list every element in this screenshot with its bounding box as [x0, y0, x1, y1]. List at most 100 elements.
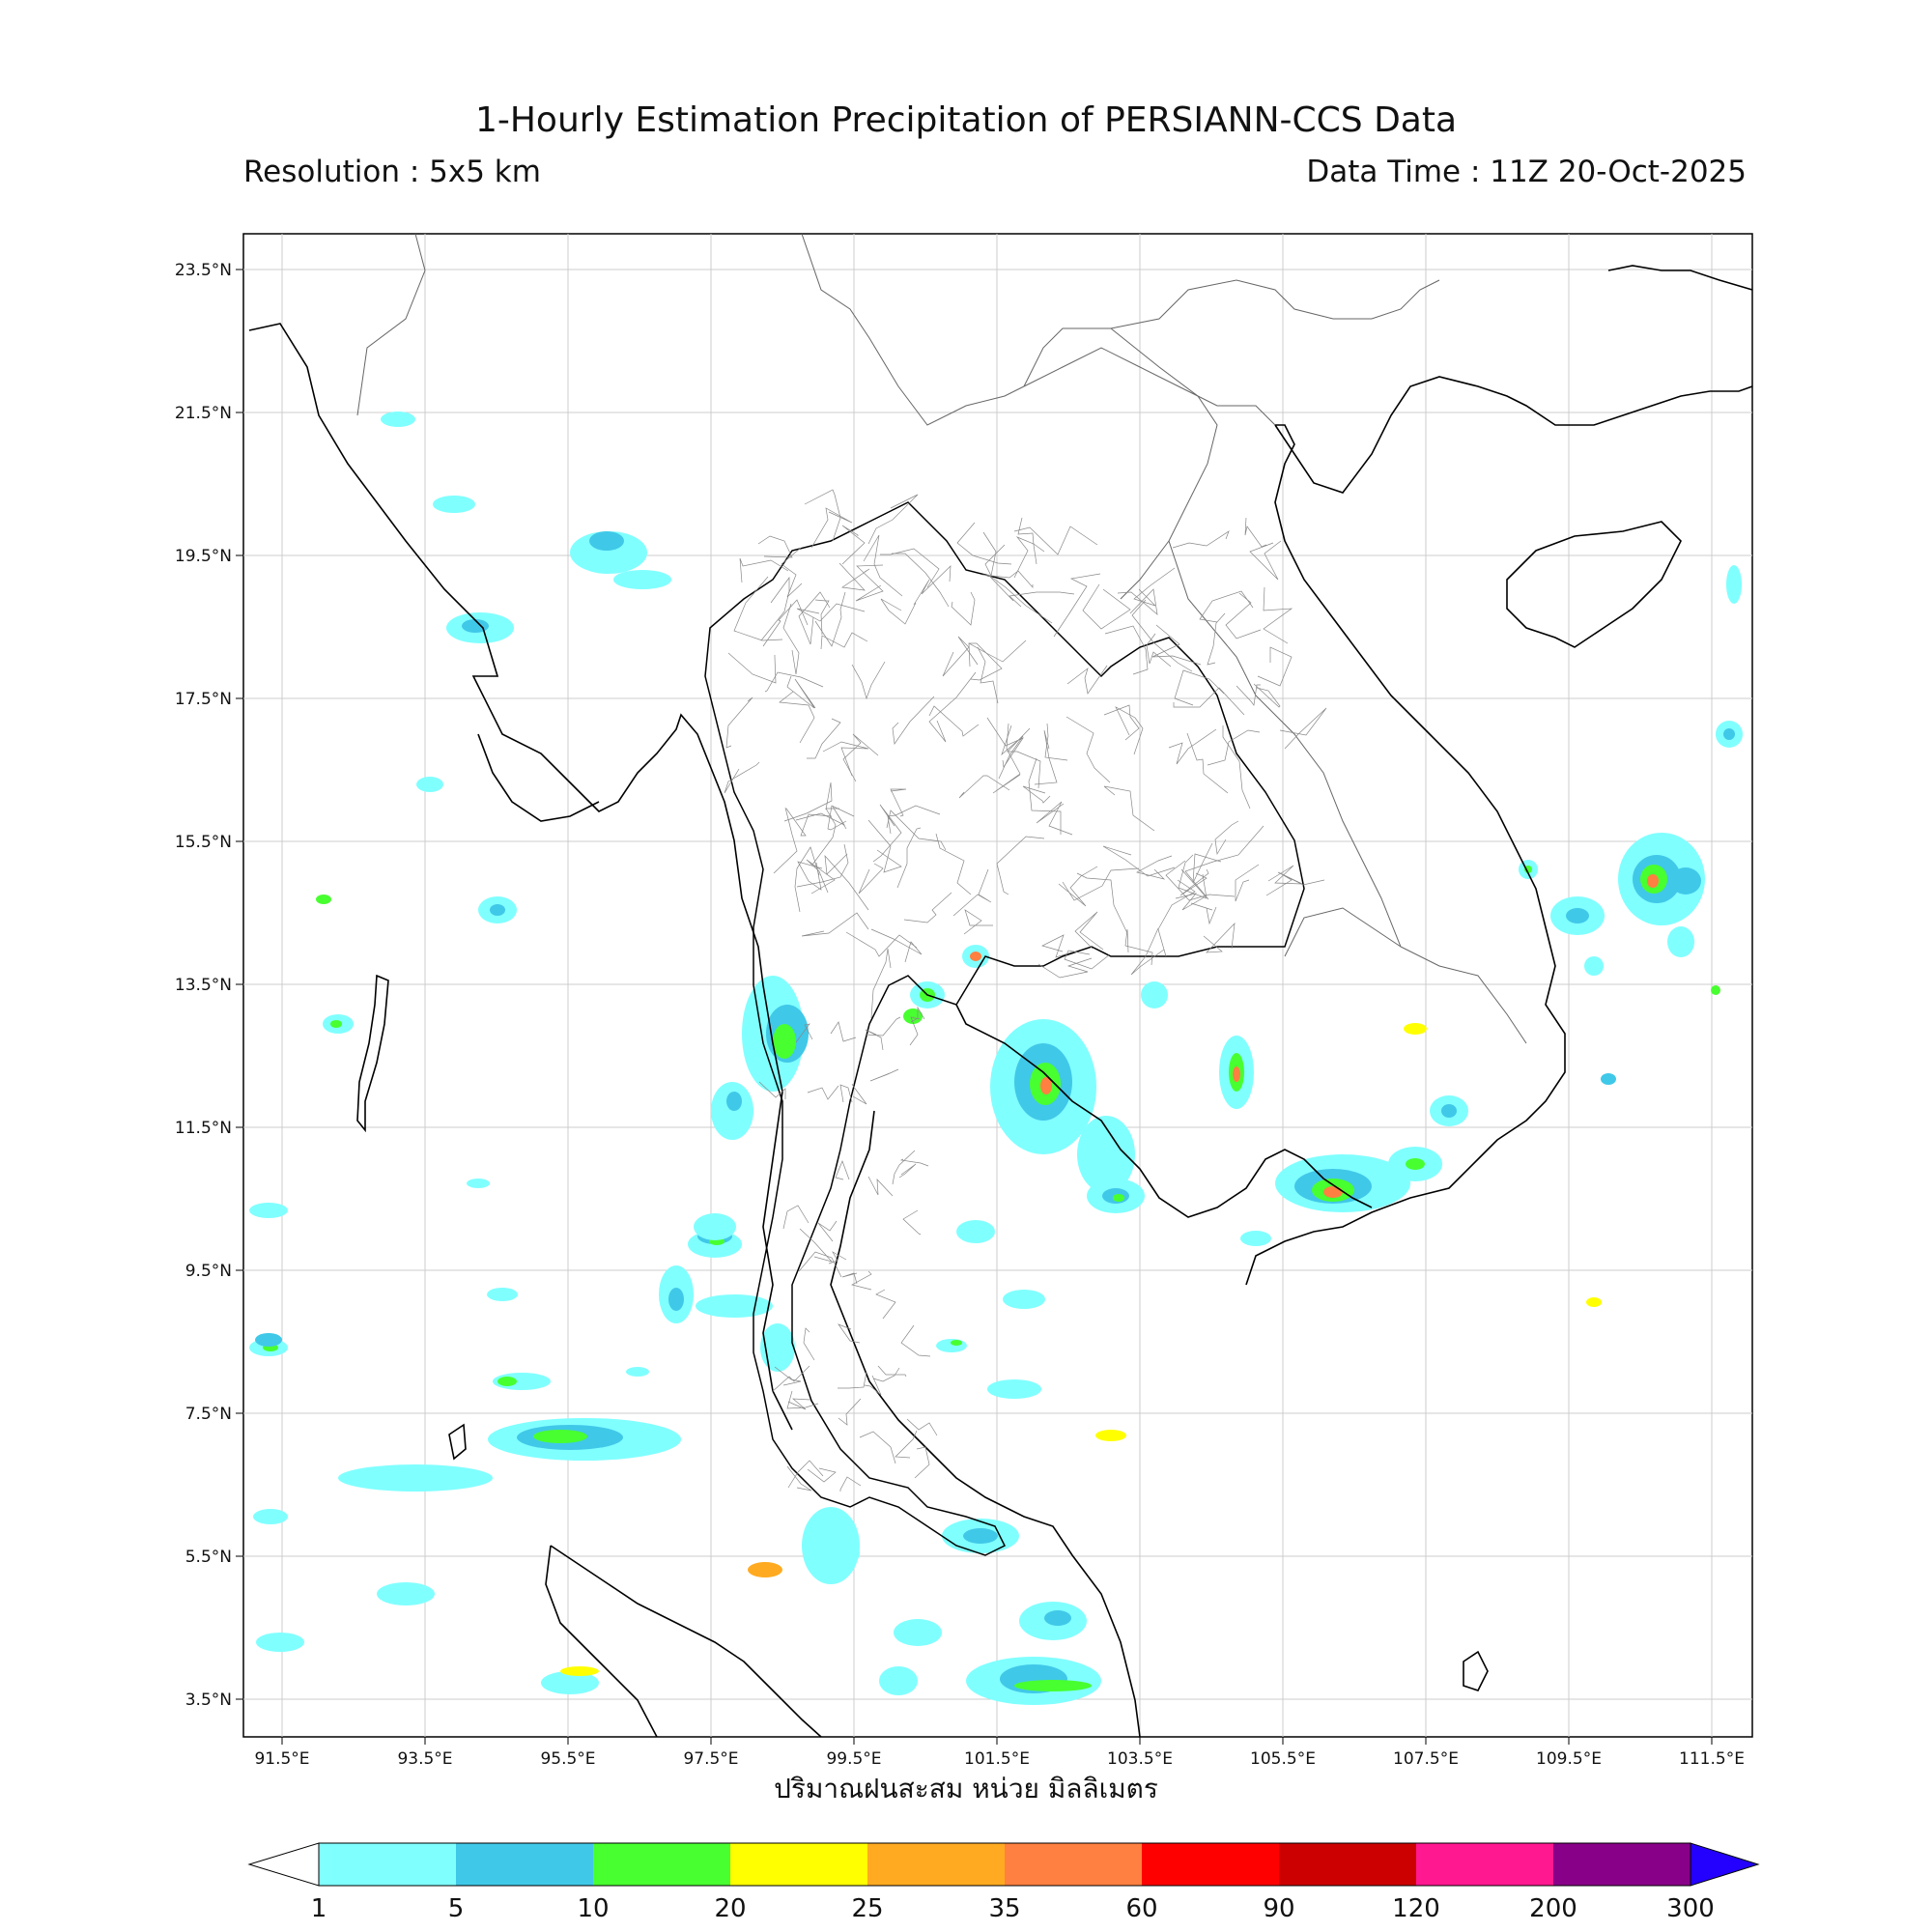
province-border [783, 781, 833, 822]
province-border [890, 788, 907, 817]
province-border [1104, 625, 1149, 675]
colorbar-segment [1142, 1843, 1279, 1886]
colorbar-tick-label: 200 [1529, 1894, 1577, 1923]
rain-cell [1141, 981, 1168, 1009]
graticule [236, 234, 1752, 1745]
rain-cell [1667, 926, 1694, 957]
province-border [986, 717, 1024, 768]
rain-cell [626, 1367, 649, 1377]
colorbar-tick-label: 120 [1392, 1894, 1440, 1923]
province-border [1037, 957, 1093, 979]
province-border [865, 1029, 884, 1051]
lat-tick-label: 15.5°N [175, 833, 232, 852]
province-border [773, 807, 798, 874]
province-border [875, 1289, 896, 1320]
province-border [1102, 845, 1176, 877]
rain-cell [894, 1619, 942, 1646]
province-border [935, 833, 972, 895]
province-border [1175, 868, 1207, 911]
rain-cell [462, 619, 489, 633]
lon-tick-label: 103.5°E [1107, 1749, 1173, 1769]
rain-cell [1003, 1290, 1045, 1309]
province-border [1192, 842, 1222, 884]
lat-tick-label: 23.5°N [175, 261, 232, 280]
province-border [799, 1228, 834, 1263]
province-border [1214, 820, 1239, 856]
province-border [867, 819, 902, 873]
colorbar-segment [1005, 1843, 1142, 1886]
province-border [1124, 928, 1153, 966]
province-border [958, 775, 1010, 799]
colorbar-under-arrow [247, 1842, 320, 1887]
rain-cell [416, 777, 443, 792]
province-border [814, 591, 846, 647]
province-border [810, 507, 853, 549]
province-border [807, 718, 841, 759]
province-border [951, 591, 976, 626]
colorbar-tick-label: 60 [1125, 1894, 1157, 1923]
colorbar-segment [867, 1843, 1005, 1886]
rain-cell [760, 1323, 795, 1372]
province-border [760, 576, 790, 641]
province-border [855, 564, 884, 602]
province-border [814, 599, 830, 636]
province-border [762, 599, 809, 647]
province-border [838, 1323, 861, 1344]
rain-cell [1586, 1297, 1602, 1307]
rain-cell [249, 1203, 288, 1218]
province-border [1133, 567, 1176, 607]
rain-cell [490, 904, 505, 916]
province-border [1022, 785, 1051, 804]
rain-cell [668, 1288, 684, 1311]
colorbar-tick-label: 25 [851, 1894, 883, 1923]
rain-cell [1584, 956, 1604, 976]
rain-cell [970, 952, 981, 961]
province-border [1013, 536, 1045, 579]
province-border [798, 1251, 842, 1278]
province-border [977, 646, 999, 704]
province-border [845, 931, 918, 957]
province-border [1165, 860, 1236, 901]
province-border [952, 868, 992, 917]
rain-cell [879, 1666, 918, 1695]
rain-cell [613, 570, 671, 589]
colorbar-segment [456, 1843, 593, 1886]
colorbar: 1 5 10 20 25 35 60 90 120 200 300 [247, 1842, 1760, 1923]
colorbar-over-arrow [1690, 1842, 1760, 1887]
rain-cell [1566, 908, 1589, 923]
province-border [963, 909, 993, 935]
province-border [969, 642, 1003, 681]
lat-tick-label: 13.5°N [175, 976, 232, 995]
province-border [895, 1430, 918, 1459]
latitude-labels: 23.5°N 21.5°N 19.5°N 17.5°N 15.5°N 13.5°N 11.5… [175, 261, 232, 1710]
rain-cell [711, 1082, 753, 1140]
province-border [1066, 665, 1108, 695]
province-border [838, 1398, 862, 1426]
colorbar-segment [730, 1843, 867, 1886]
province-border [869, 1068, 899, 1082]
rain-cell [1077, 1116, 1135, 1193]
lat-tick-label: 7.5°N [185, 1405, 232, 1424]
colorbar-segment [1553, 1843, 1690, 1886]
province-border [1036, 801, 1073, 836]
province-border [956, 522, 1012, 565]
province-border [910, 1006, 925, 1023]
rain-cell [802, 1507, 860, 1584]
rain-cell [381, 412, 415, 427]
rain-cell [316, 895, 331, 904]
rain-cell [1044, 1610, 1071, 1626]
lat-tick-label: 21.5°N [175, 404, 232, 423]
province-border [877, 1365, 907, 1378]
province-border [1207, 612, 1226, 666]
province-border [880, 598, 917, 625]
province-border [1076, 872, 1128, 934]
province-border [865, 1016, 901, 1037]
province-border [1257, 646, 1293, 687]
province-border [1157, 879, 1196, 957]
province-border [781, 547, 803, 598]
province-border [1172, 530, 1230, 549]
province-border [872, 804, 902, 863]
province-border [914, 1446, 930, 1479]
rain-cell [377, 1582, 435, 1605]
province-border [801, 912, 869, 937]
